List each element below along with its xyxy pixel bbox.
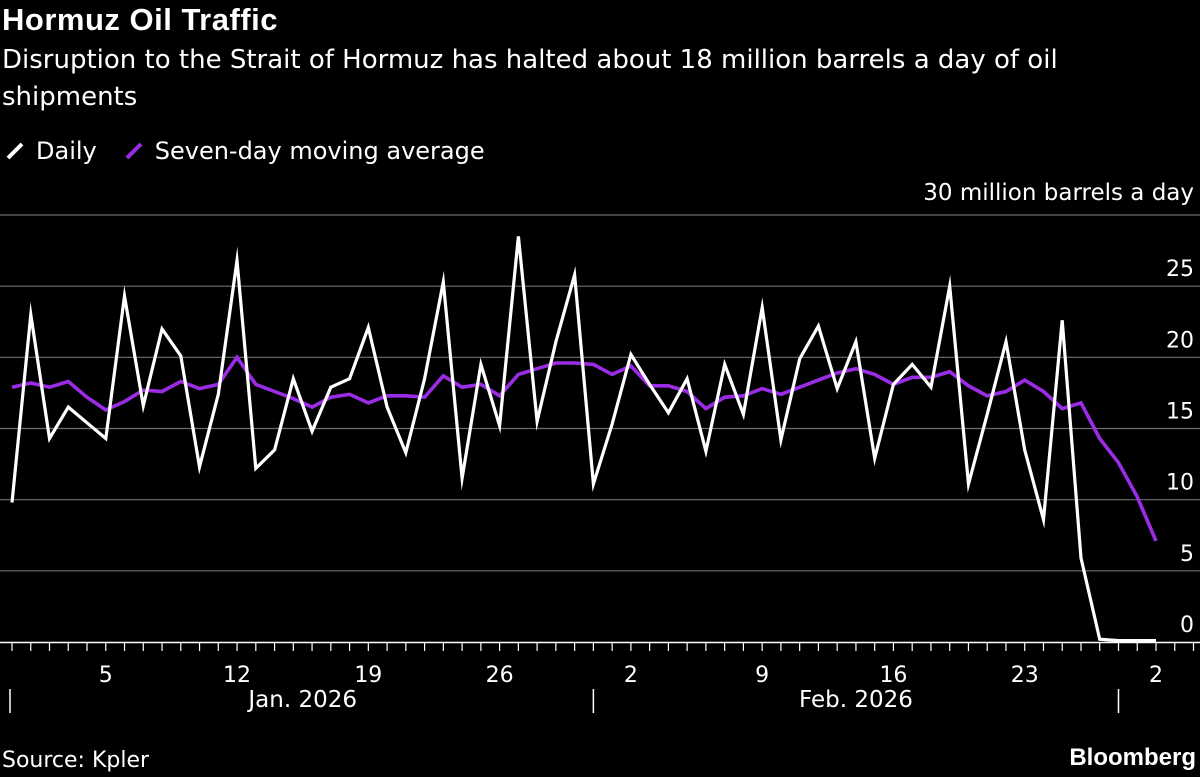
x-tick-label: 2 (624, 663, 638, 688)
daily-line (10, 236, 1156, 643)
legend: Daily Seven-day moving average (6, 137, 513, 165)
x-axis: 5 12 19 26 2 9 16 23 2 Jan. 2026 Feb. 2026 (0, 641, 1200, 713)
y-tick-label: 10 (1166, 471, 1194, 496)
x-tick-label: 2 (1149, 663, 1163, 688)
x-tick-label: 9 (755, 663, 769, 688)
month-label: Jan. 2026 (246, 687, 357, 713)
chart-title: Hormuz Oil Traffic (2, 2, 278, 37)
brand-logo: Bloomberg (1069, 744, 1196, 771)
y-axis-ticks: 0 5 10 15 20 25 (1166, 257, 1194, 638)
y-tick-label: 15 (1166, 400, 1194, 425)
x-tick-label: 19 (354, 663, 382, 688)
x-tick-label: 5 (99, 663, 113, 688)
x-tick-label: 16 (879, 663, 907, 688)
moving-average-swatch-icon (125, 142, 143, 160)
y-tick-label: 20 (1166, 328, 1194, 353)
y-axis-unit-label: 30 million barrels a day (923, 180, 1194, 206)
y-tick-label: 25 (1166, 257, 1194, 282)
y-tick-label: 5 (1180, 542, 1194, 567)
x-tick-label: 23 (1011, 663, 1039, 688)
series-lines (10, 236, 1158, 643)
chart-subtitle: Disruption to the Strait of Hormuz has h… (2, 45, 1058, 112)
y-tick-label: 0 (1180, 613, 1194, 638)
month-label: Feb. 2026 (799, 687, 913, 713)
legend-label-daily: Daily (36, 137, 97, 165)
legend-item-daily: Daily (6, 137, 97, 165)
gridlines (0, 214, 1200, 572)
legend-label-moving-average: Seven-day moving average (154, 137, 485, 165)
legend-item-moving-average: Seven-day moving average (125, 137, 485, 165)
source-note: Source: Kpler (2, 748, 150, 773)
x-tick-label: 12 (223, 663, 251, 688)
x-tick-label: 26 (486, 663, 514, 688)
daily-swatch-icon (6, 142, 24, 160)
